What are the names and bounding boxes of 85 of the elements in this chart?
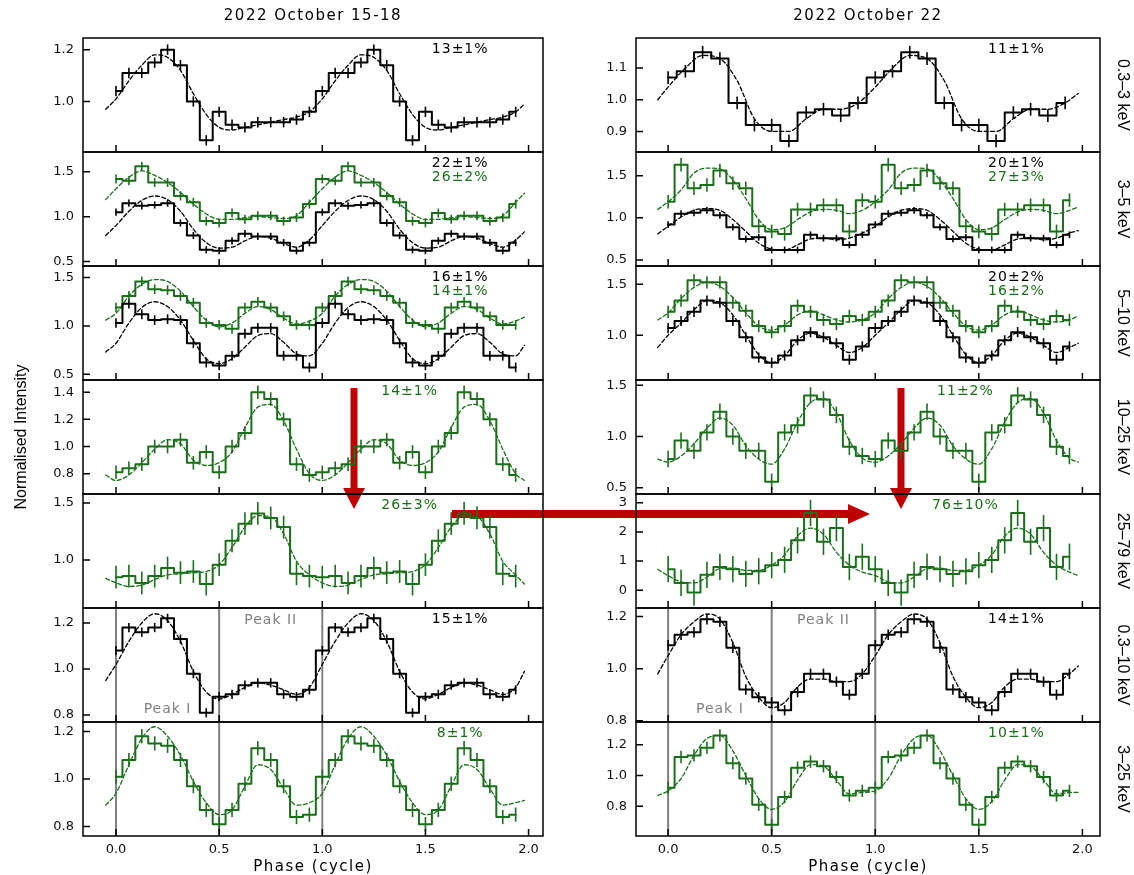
y-tick-label: 0	[618, 581, 627, 597]
x-tick-label: 1.0	[311, 840, 333, 856]
annotation: 13±1%	[431, 39, 489, 56]
annotation: 14±1%	[988, 609, 1045, 626]
annotation: 16±1%	[431, 267, 489, 284]
y-tick-label: 1.2	[53, 614, 74, 630]
y-tick-label: 1.2	[53, 410, 74, 426]
annotation: 27±3%	[988, 167, 1045, 184]
y-tick-label: 1.0	[53, 92, 74, 108]
y-tick-label: 1.0	[606, 326, 627, 342]
y-axis-title: Normalised Intensity	[12, 364, 30, 510]
y-tick-label: 1.0	[53, 660, 74, 676]
x-tick-label: 1.0	[864, 840, 886, 856]
y2-axis-title: 3–5 keV	[1114, 179, 1132, 239]
y-tick-label: 1.2	[53, 41, 74, 57]
y-tick-label: 2	[618, 523, 627, 539]
y-tick-label: 1.0	[53, 208, 74, 223]
x-tick-label: 0.0	[105, 840, 127, 856]
y-tick-label: 0.8	[53, 817, 74, 833]
y-tick-label: 0.8	[606, 712, 627, 728]
annotation: 26±3%	[381, 495, 438, 512]
annotation: 14±1%	[381, 381, 438, 398]
x-tick-label: 1.5	[415, 840, 436, 856]
y-tick-label: 1.0	[606, 660, 627, 676]
y-tick-label: 1.0	[606, 209, 627, 225]
annotation: Peak I	[143, 699, 192, 716]
x-tick-label: 0.5	[208, 840, 230, 856]
y-tick-label: 1.5	[53, 268, 74, 284]
chart-title: 2022 October 22	[793, 6, 943, 24]
y-tick-label: 1.0	[53, 551, 74, 567]
y-tick-label: 1.5	[53, 163, 74, 179]
y-tick-label: 1.0	[53, 770, 74, 786]
annotation: Peak II	[244, 610, 298, 627]
annotation: Peak II	[796, 610, 850, 627]
y-tick-label: 1.5	[606, 275, 627, 291]
y-tick-label: 1.0	[606, 427, 627, 443]
y-tick-label: 0.8	[53, 465, 74, 481]
y-tick-label: 0.5	[606, 251, 627, 267]
x-tick-label: 0.0	[657, 840, 679, 856]
annotation: 16±2%	[988, 281, 1045, 298]
y2-axis-title: 10–25 keV	[1114, 398, 1132, 476]
y-tick-label: 1.5	[606, 376, 627, 392]
x-axis-title: Phase (cycle)	[253, 857, 373, 875]
y2-axis-title: 25–79 keV	[1114, 512, 1132, 590]
x-tick-label: 2.0	[518, 840, 539, 856]
y-tick-label: 1.0	[606, 766, 627, 782]
annotation: 20±2%	[988, 267, 1045, 284]
y-tick-label: 0.9	[606, 122, 627, 138]
y-tick-label: 1.2	[606, 607, 627, 623]
annotation: Peak I	[695, 699, 744, 716]
annotation: 20±1%	[988, 153, 1045, 170]
x-tick-label: 0.5	[761, 840, 783, 856]
y-tick-label: 0.5	[53, 252, 74, 268]
y2-axis-title: 0.3–10 keV	[1114, 624, 1132, 706]
y2-axis-title: 5–10 keV	[1114, 289, 1132, 357]
y-tick-label: 1.0	[53, 317, 74, 333]
y-tick-label: 3	[618, 494, 627, 510]
y-tick-label: 1.5	[606, 167, 627, 183]
x-tick-label: 1.5	[968, 840, 990, 856]
chart-title: 2022 October 15-18	[223, 6, 403, 24]
y-tick-label: 1.2	[53, 722, 74, 738]
y-tick-label: 1	[618, 552, 627, 568]
y-tick-label: 0.5	[53, 365, 74, 381]
annotation: 22±1%	[431, 153, 489, 170]
x-axis-title: Phase (cycle)	[808, 857, 928, 875]
y-tick-label: 1.5	[53, 494, 74, 510]
y-tick-label: 1.1	[606, 59, 627, 75]
annotation: 26±2%	[431, 167, 489, 184]
y-tick-label: 1.0	[53, 437, 74, 453]
y-tick-label: 0.5	[606, 479, 627, 495]
annotation: 14±1%	[431, 281, 489, 298]
y-tick-label: 1.2	[606, 736, 627, 752]
y-tick-label: 1.0	[606, 91, 627, 107]
annotation: 11±1%	[988, 39, 1045, 56]
y-tick-label: 0.8	[606, 797, 627, 813]
y2-axis-title: 3–25 keV	[1114, 745, 1132, 813]
annotation: 11±2%	[937, 381, 994, 398]
x-tick-label: 2.0	[1072, 840, 1093, 856]
annotation: 8±1%	[436, 723, 484, 740]
y-tick-label: 1.4	[53, 383, 74, 399]
y2-axis-title: 0.3–3 keV	[1114, 58, 1132, 132]
y-tick-label: 0.8	[53, 706, 74, 722]
annotation: 15±1%	[431, 609, 489, 626]
annotation: 10±1%	[988, 723, 1045, 740]
annotation: 76±10%	[932, 495, 999, 512]
